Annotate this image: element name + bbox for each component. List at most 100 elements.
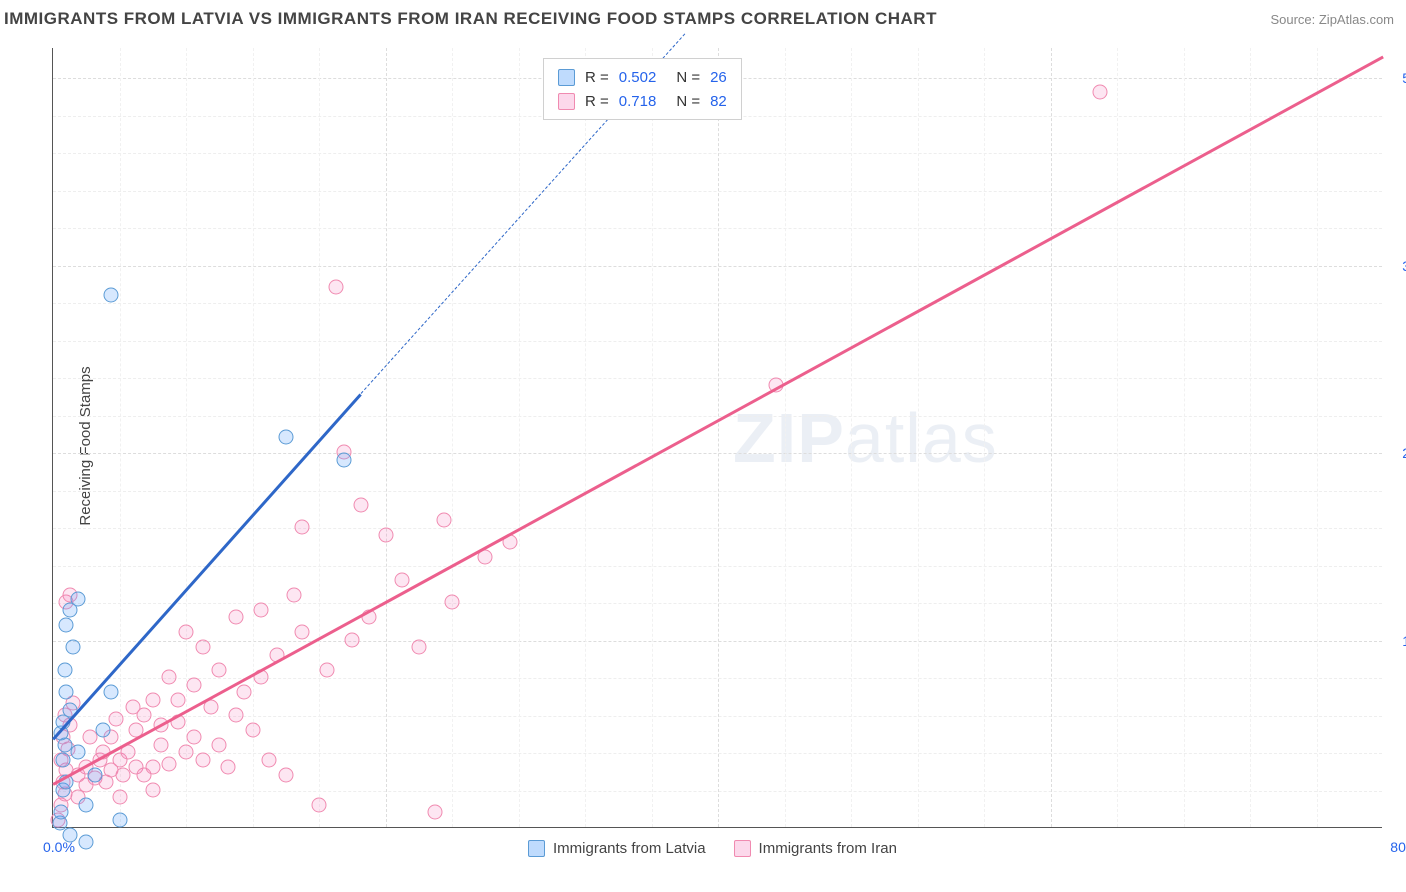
scatter-point — [336, 452, 351, 467]
scatter-point — [411, 640, 426, 655]
scatter-point — [70, 592, 85, 607]
gridline-vertical — [984, 48, 985, 827]
title-bar: IMMIGRANTS FROM LATVIA VS IMMIGRANTS FRO… — [0, 0, 1406, 38]
y-tick-label: 37.5% — [1387, 258, 1406, 274]
scatter-point — [162, 757, 177, 772]
legend-row: R = 0.718 N = 82 — [558, 89, 727, 113]
scatter-point — [104, 685, 119, 700]
scatter-point — [295, 625, 310, 640]
scatter-point — [62, 827, 77, 842]
legend-n-label: N = — [676, 93, 700, 110]
scatter-point — [145, 760, 160, 775]
legend-item: Immigrants from Latvia — [528, 840, 706, 857]
scatter-point — [253, 602, 268, 617]
scatter-point — [55, 752, 70, 767]
scatter-point — [70, 745, 85, 760]
scatter-point — [79, 797, 94, 812]
gridline-vertical — [386, 48, 387, 827]
scatter-point — [445, 595, 460, 610]
scatter-point — [125, 700, 140, 715]
scatter-point — [395, 572, 410, 587]
scatter-point — [59, 685, 74, 700]
scatter-point — [245, 722, 260, 737]
correlation-legend: R = 0.502 N = 26 R = 0.718 N = 82 — [543, 58, 742, 120]
legend-swatch — [558, 93, 575, 110]
legend-r-label: R = — [585, 93, 609, 110]
gridline-vertical — [652, 48, 653, 827]
y-tick-label: 25.0% — [1387, 445, 1406, 461]
scatter-point — [195, 752, 210, 767]
scatter-point — [295, 520, 310, 535]
scatter-point — [179, 745, 194, 760]
gridline-vertical — [1250, 48, 1251, 827]
scatter-point — [87, 767, 102, 782]
scatter-point — [328, 280, 343, 295]
y-tick-label: 50.0% — [1387, 70, 1406, 86]
watermark-bold: ZIP — [733, 399, 845, 477]
scatter-point — [378, 527, 393, 542]
series-legend: Immigrants from Latvia Immigrants from Ir… — [528, 840, 897, 857]
scatter-point — [54, 805, 69, 820]
scatter-point — [57, 662, 72, 677]
scatter-point — [262, 752, 277, 767]
legend-swatch — [528, 840, 545, 857]
scatter-point — [109, 712, 124, 727]
scatter-point — [79, 835, 94, 850]
scatter-point — [170, 692, 185, 707]
legend-r-value: 0.502 — [619, 69, 657, 86]
gridline-vertical — [1317, 48, 1318, 827]
scatter-point — [187, 677, 202, 692]
chart-title: IMMIGRANTS FROM LATVIA VS IMMIGRANTS FRO… — [4, 9, 937, 29]
scatter-point — [195, 640, 210, 655]
legend-row: R =0.502N =26 — [558, 65, 727, 89]
legend-item: Immigrants from Iran — [734, 840, 897, 857]
gridline-vertical — [1117, 48, 1118, 827]
gridline-vertical — [851, 48, 852, 827]
gridline-vertical — [785, 48, 786, 827]
scatter-point — [436, 512, 451, 527]
plot-area: ZIPatlas 12.5%25.0%37.5%50.0%0.0%80.0%R … — [52, 48, 1382, 828]
scatter-point — [1093, 85, 1108, 100]
scatter-point — [287, 587, 302, 602]
scatter-point — [65, 640, 80, 655]
watermark: ZIPatlas — [733, 398, 998, 478]
gridline-vertical — [585, 48, 586, 827]
y-tick-label: 12.5% — [1387, 633, 1406, 649]
scatter-point — [154, 737, 169, 752]
gridline-vertical — [918, 48, 919, 827]
legend-n-value: 26 — [710, 69, 727, 86]
scatter-point — [320, 662, 335, 677]
scatter-point — [145, 782, 160, 797]
gridline-vertical — [452, 48, 453, 827]
scatter-point — [228, 707, 243, 722]
legend-swatch — [734, 840, 751, 857]
x-tick-max: 80.0% — [1390, 839, 1406, 855]
gridline-vertical — [519, 48, 520, 827]
scatter-point — [345, 632, 360, 647]
scatter-point — [95, 722, 110, 737]
legend-series-label: Immigrants from Iran — [759, 840, 897, 857]
scatter-point — [112, 790, 127, 805]
gridline-vertical — [253, 48, 254, 827]
trend-line — [52, 393, 361, 740]
scatter-point — [237, 685, 252, 700]
scatter-point — [228, 610, 243, 625]
scatter-point — [179, 625, 194, 640]
scatter-point — [428, 805, 443, 820]
gridline-vertical — [120, 48, 121, 827]
watermark-rest: atlas — [845, 399, 998, 477]
legend-series-label: Immigrants from Latvia — [553, 840, 706, 857]
scatter-point — [212, 737, 227, 752]
scatter-point — [312, 797, 327, 812]
chart-source: Source: ZipAtlas.com — [1270, 12, 1394, 27]
scatter-point — [59, 617, 74, 632]
scatter-point — [353, 497, 368, 512]
scatter-point — [145, 692, 160, 707]
legend-r-value: 0.718 — [619, 93, 657, 110]
gridline-vertical — [1051, 48, 1052, 827]
scatter-point — [278, 767, 293, 782]
legend-n-value: 82 — [710, 93, 727, 110]
legend-r-label: R = — [585, 69, 609, 86]
scatter-point — [162, 670, 177, 685]
scatter-point — [278, 430, 293, 445]
